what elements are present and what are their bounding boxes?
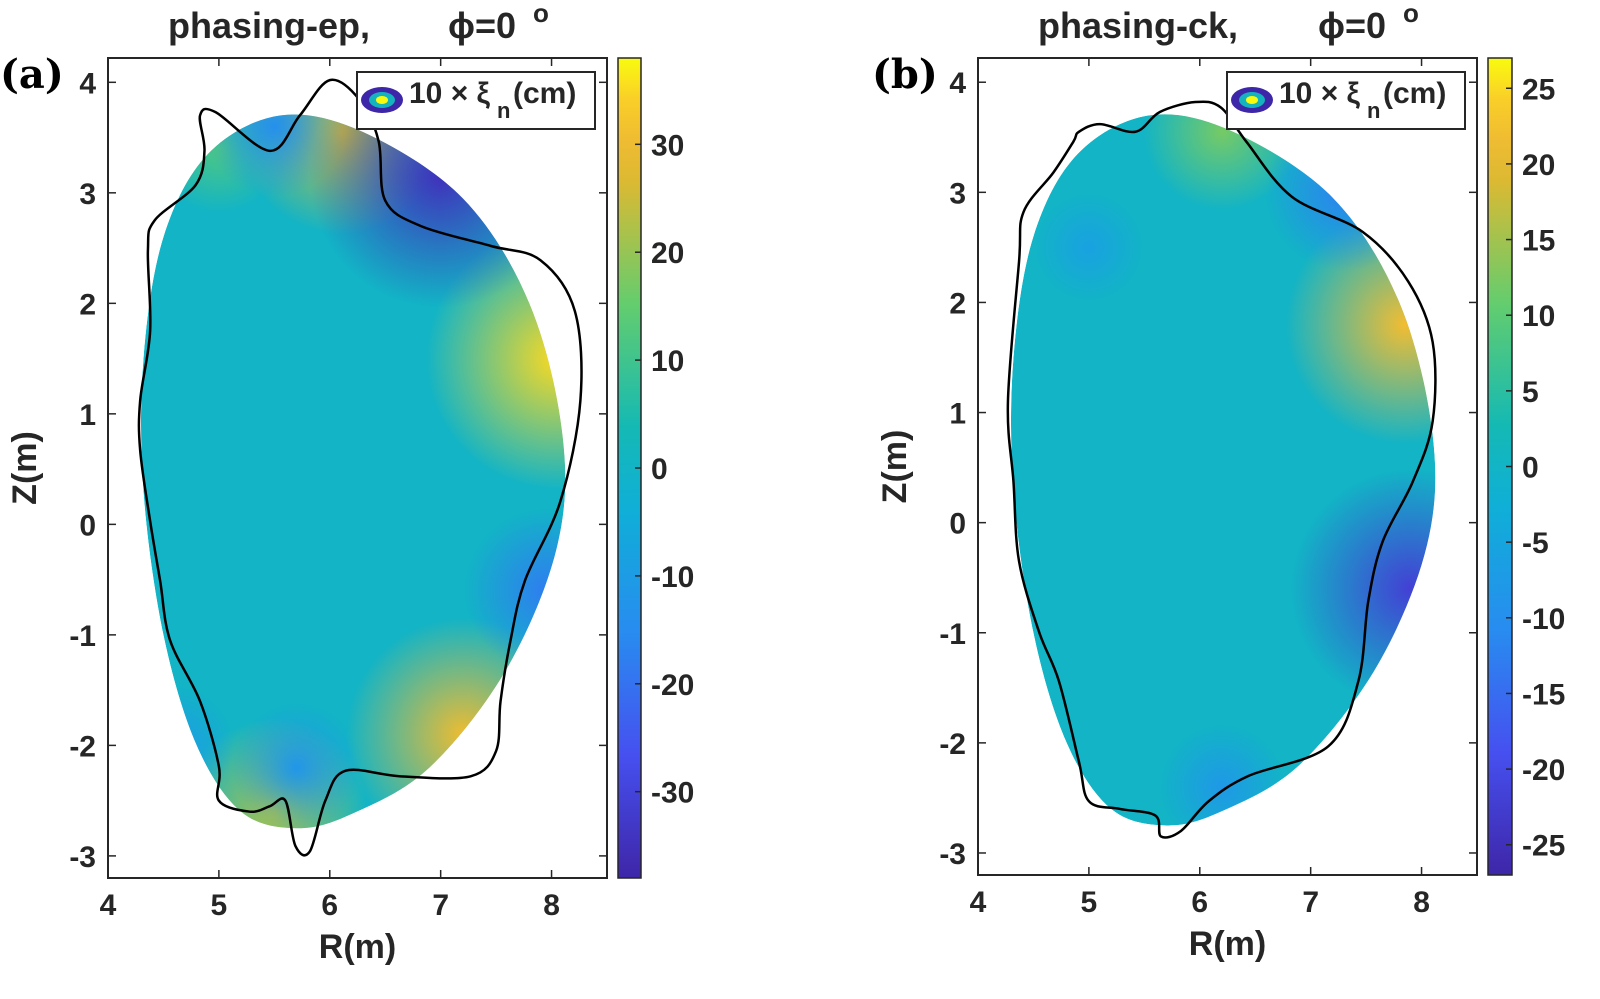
perturbed-boundary: [137, 78, 583, 857]
colorbar-tick-label: -25: [1522, 830, 1565, 863]
chart-title-degree: o: [533, 0, 549, 28]
y-axis-label: Z(m): [6, 431, 44, 505]
legend-sub: n: [497, 98, 510, 123]
legend-suffix: (cm): [513, 77, 576, 110]
y-tick-label: 1: [79, 399, 96, 432]
chart-title-phi: ϕ=0: [1318, 5, 1386, 46]
legend-swatch-inner: [1246, 96, 1258, 104]
x-tick-label: 4: [100, 889, 117, 922]
legend-sub: n: [1367, 98, 1380, 123]
colorbar-tick-label: 0: [1522, 452, 1539, 485]
field-hotspot: [203, 114, 345, 198]
panel-label: (b): [872, 51, 938, 98]
chart-title: phasing-ck,: [1038, 5, 1238, 46]
y-tick-label: 3: [79, 178, 96, 211]
y-tick-label: -1: [69, 620, 96, 653]
y-axis-label: Z(m): [876, 430, 914, 504]
field-hotspot: [1290, 469, 1436, 709]
x-tick-label: 6: [1191, 886, 1208, 919]
y-tick-label: 3: [949, 177, 966, 210]
colorbar-tick-label: 0: [651, 453, 668, 486]
colorbar-tick-label: -15: [1522, 678, 1565, 711]
field-hotspot: [1034, 192, 1144, 302]
x-tick-label: 8: [1413, 886, 1430, 919]
colorbar-tick-label: 10: [651, 345, 684, 378]
y-tick-label: 0: [79, 509, 96, 542]
y-tick-label: 4: [949, 67, 966, 100]
colorbar-tick-label: -30: [651, 777, 694, 810]
y-tick-label: 1: [949, 398, 966, 431]
y-tick-label: -2: [939, 728, 966, 761]
y-tick-label: 0: [949, 508, 966, 541]
chart-title-degree: o: [1403, 0, 1419, 28]
perturbed-boundary: [1006, 100, 1437, 839]
field-hotspot: [1143, 114, 1301, 211]
legend-text: 10 × ξ: [409, 77, 491, 110]
y-tick-label: -1: [939, 618, 966, 651]
chart-title-phi: ϕ=0: [448, 5, 516, 46]
x-tick-label: 8: [543, 889, 560, 922]
colorbar-tick-label: 15: [1522, 225, 1555, 258]
legend-suffix: (cm): [1383, 77, 1446, 110]
x-axis-label: R(m): [319, 928, 396, 966]
colorbar-tick-label: -10: [1522, 603, 1565, 636]
y-tick-label: -3: [69, 841, 96, 874]
y-tick-label: 2: [79, 288, 96, 321]
legend-swatch-inner: [376, 96, 388, 104]
x-tick-label: 7: [1302, 886, 1319, 919]
x-tick-label: 7: [432, 889, 449, 922]
y-tick-label: -3: [939, 838, 966, 871]
y-tick-label: -2: [69, 730, 96, 763]
colorbar-tick-label: 20: [651, 237, 684, 270]
colorbar-tick-label: 5: [1522, 376, 1539, 409]
x-tick-label: 5: [1081, 886, 1098, 919]
colorbar-tick-label: 10: [1522, 300, 1555, 333]
x-tick-label: 4: [970, 886, 987, 919]
colorbar-tick-label: -10: [651, 561, 694, 594]
x-tick-label: 6: [321, 889, 338, 922]
y-tick-label: 2: [949, 287, 966, 320]
x-tick-label: 5: [211, 889, 228, 922]
x-axis-label: R(m): [1189, 925, 1266, 963]
colorbar-tick-label: 20: [1522, 149, 1555, 182]
field-hotspot: [231, 702, 362, 829]
colorbar-tick-label: -20: [1522, 754, 1565, 787]
legend-text: 10 × ξ: [1279, 77, 1361, 110]
panel-label: (a): [0, 51, 64, 98]
y-tick-label: 4: [79, 67, 96, 100]
chart-title: phasing-ep,: [168, 5, 370, 46]
colorbar-tick-label: 30: [651, 129, 684, 162]
colorbar-tick-label: -5: [1522, 527, 1549, 560]
colorbar-tick-label: 25: [1522, 73, 1555, 106]
colorbar-tick-label: -20: [651, 669, 694, 702]
